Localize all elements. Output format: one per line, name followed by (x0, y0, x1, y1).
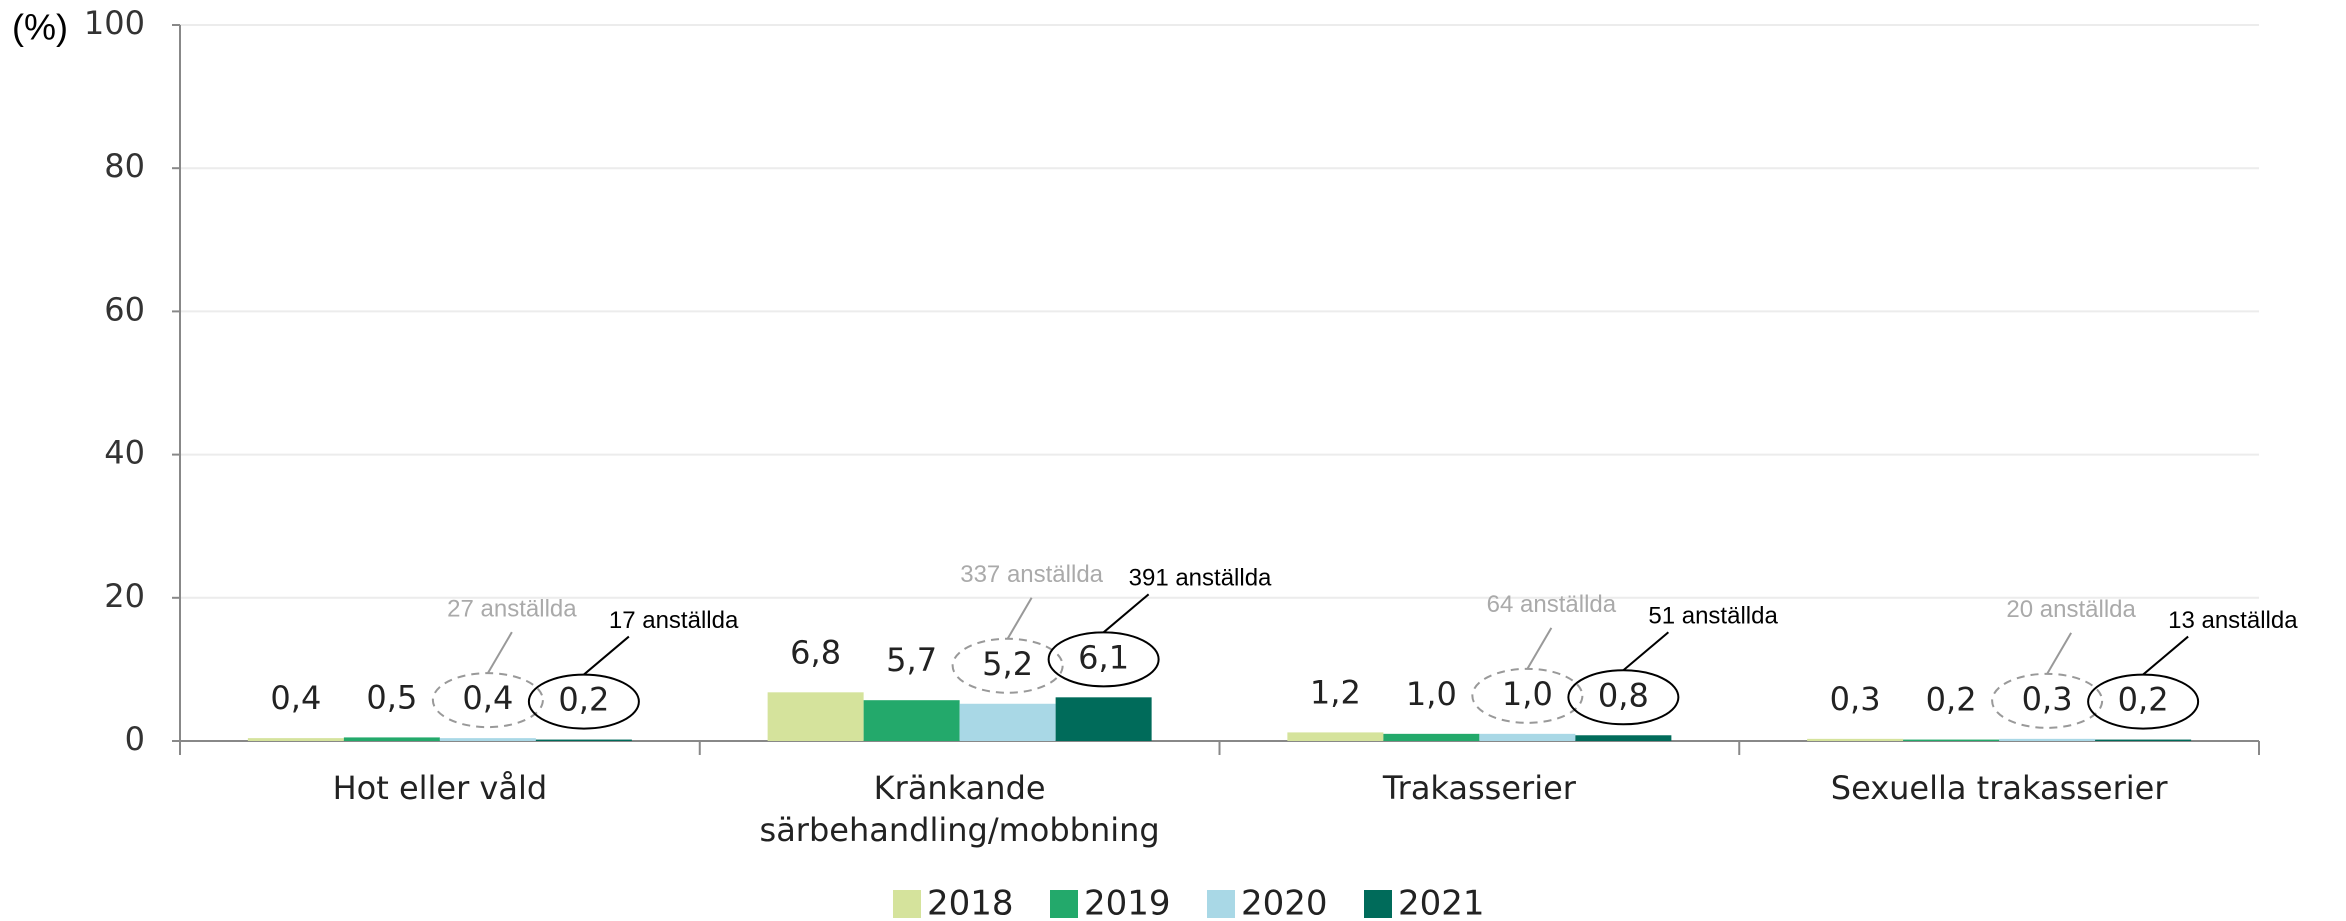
bar (1383, 733, 1480, 741)
legend-swatch (1207, 890, 1235, 918)
legend-label: 2019 (1084, 884, 1171, 921)
legend-swatch (1050, 890, 1078, 918)
value-label: 0,2 (1926, 681, 1977, 719)
y-tick-label: 0 (125, 720, 145, 758)
value-label: 0,4 (270, 679, 321, 717)
value-label: 0,4 (462, 679, 513, 717)
value-label: 0,8 (1598, 676, 1649, 714)
bar (1807, 738, 1904, 741)
value-label: 1,0 (1406, 675, 1457, 713)
y-tick-label: 80 (104, 147, 145, 185)
annotation-leader (1006, 597, 1033, 640)
annotation-leader (583, 635, 630, 676)
y-tick-label: 100 (84, 4, 145, 42)
y-tick-label: 20 (104, 577, 145, 615)
bar (863, 700, 960, 741)
bar (535, 739, 632, 741)
bar (439, 738, 536, 741)
annotation: 64 anställda (1487, 591, 1617, 618)
annotation: 337 anställda (960, 561, 1103, 588)
bar (959, 703, 1056, 741)
annotation-leader (1102, 593, 1150, 634)
annotation: 17 anställda (609, 607, 739, 634)
annotation: 51 anställda (1648, 603, 1778, 630)
legend-swatch (1364, 890, 1392, 918)
annotation: 391 anställda (1129, 565, 1272, 592)
value-label: 0,3 (2022, 680, 2073, 718)
legend-swatch (893, 890, 921, 918)
bar (1575, 735, 1672, 741)
value-label: 1,2 (1310, 673, 1361, 711)
value-label: 0,2 (558, 681, 609, 719)
bar (343, 737, 440, 741)
bar (1903, 739, 2000, 741)
value-label: 6,8 (790, 633, 841, 671)
bar (1055, 697, 1152, 741)
value-label: 0,2 (2118, 681, 2169, 719)
value-label: 0,3 (1830, 680, 1881, 718)
annotation: 13 anställda (2168, 607, 2298, 634)
annotation: 27 anställda (447, 595, 577, 622)
y-tick-label: 40 (104, 434, 145, 472)
x-tick-label: Sexuella trakasserier (1830, 769, 2168, 807)
value-label: 5,2 (982, 645, 1033, 683)
annotation: 20 anställda (2006, 596, 2136, 623)
annotation-leader (2142, 635, 2189, 676)
bar (767, 692, 864, 741)
bar (247, 738, 344, 741)
x-tick-label: Trakasserier (1382, 769, 1576, 807)
x-tick-label: Kränkande särbehandling/mobbning (759, 769, 1160, 849)
value-label: 6,1 (1078, 638, 1129, 676)
legend-label: 2021 (1398, 884, 1485, 921)
legend-label: 2020 (1241, 884, 1328, 921)
bar (1479, 733, 1576, 741)
bar (2095, 739, 2192, 741)
annotation-leader (1526, 627, 1553, 670)
bar (1287, 732, 1384, 741)
annotation-leader (1622, 631, 1670, 672)
value-label: 5,7 (886, 641, 937, 679)
value-label: 1,0 (1502, 675, 1553, 713)
legend-label: 2018 (927, 884, 1014, 921)
annotation-leader (487, 631, 513, 674)
value-label: 0,5 (366, 678, 417, 716)
annotation-leader (2046, 632, 2072, 675)
y-axis-label: (%) (12, 7, 68, 48)
y-tick-label: 60 (104, 290, 145, 328)
bar (1999, 738, 2096, 741)
x-tick-label: Hot eller våld (332, 769, 548, 807)
